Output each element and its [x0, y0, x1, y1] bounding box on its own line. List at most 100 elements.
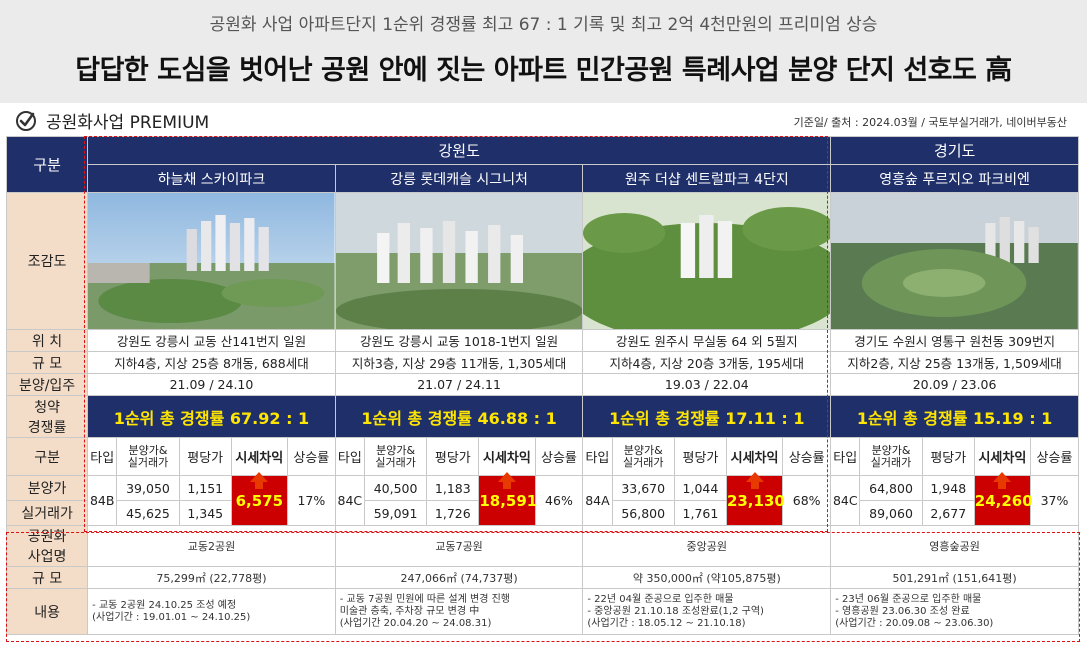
content-3: - 22년 04월 준공으로 입주한 매물 - 중앙공원 21.10.18 조성완…: [582, 588, 832, 635]
subhdr-rate: 상승률: [286, 437, 336, 476]
row-header-photo: 조감도: [5, 192, 89, 330]
content-2: - 교동 7공원 민원에 따른 설계 변경 진행 미술관 층축, 주차장 규모 변…: [334, 588, 584, 635]
type-3: 84A: [582, 475, 613, 526]
scale-3: 지하4층, 지상 20층 3개동, 195세대: [582, 351, 832, 374]
dates-4: 20.09 / 23.06: [830, 373, 1079, 396]
diff-3: 23,130: [725, 472, 785, 526]
sale-price-2: 40,500: [363, 475, 428, 501]
real-per-4: 2,677: [921, 500, 975, 526]
complex-rendering-1: [87, 192, 336, 330]
competition-2: 1순위 총 경쟁률 46.88 : 1: [334, 395, 584, 438]
park-name-1: 교동2공원: [87, 525, 336, 567]
price-subheader-row: 구분 타입 분양가& 실거래가 평당가 시세차익 상승률 타입 분양가& 실거래가 …: [5, 437, 1080, 476]
complex-name-4: 영흥숲 푸르지오 파크비엔: [830, 164, 1079, 193]
subhdr-rate: 상승률: [534, 437, 584, 476]
real-per-3: 1,761: [673, 500, 727, 526]
type-2: 84C: [334, 475, 365, 526]
competition-1: 1순위 총 경쟁률 67.92 : 1: [87, 395, 336, 438]
subhdr-type: 타입: [87, 437, 118, 476]
complex-name-2: 강릉 롯데캐슬 시그니처: [334, 164, 584, 193]
subhdr-type: 타입: [582, 437, 613, 476]
real-price-4: 89,060: [859, 500, 923, 526]
real-price-3: 56,800: [611, 500, 675, 526]
rate-1: 17%: [286, 475, 336, 526]
diff-2: 18,591: [478, 472, 537, 526]
competition-4: 1순위 총 경쟁률 15.19 : 1: [830, 395, 1079, 438]
up-arrow-icon: [250, 472, 269, 482]
real-per-1: 1,345: [178, 500, 232, 526]
park-scale-3: 약 350,000㎡ (약105,875평): [582, 566, 832, 589]
subhdr-price: 분양가& 실거래가: [363, 437, 428, 476]
up-arrow-icon: [497, 472, 516, 482]
rate-4: 37%: [1029, 475, 1080, 526]
location-2: 강원도 강릉시 교동 1018-1번지 일원: [334, 329, 584, 352]
subhdr-rate: 상승률: [1029, 437, 1080, 476]
sale-price-3: 33,670: [611, 475, 675, 501]
up-arrow-icon: [745, 472, 764, 482]
sale-per-2: 1,183: [426, 475, 480, 501]
park-name-4: 영흥숲공원: [830, 525, 1079, 567]
row-header-real-price: 실거래가: [5, 500, 89, 526]
location-4: 경기도 수원시 영통구 원천동 309번지: [830, 329, 1079, 352]
subhdr-per-pyeong: 평당가: [178, 437, 232, 476]
brand-label: 공원화사업 PREMIUM: [14, 108, 209, 133]
comparison-table: 구분 강원도 경기도 하늘채 스카이파크 강릉 롯데캐슬 시그니처 원주 더샵 …: [5, 136, 1080, 635]
park-name-3: 중앙공원: [582, 525, 832, 567]
subhdr-diff: 시세차익: [230, 437, 288, 476]
real-price-2: 59,091: [363, 500, 428, 526]
dates-3: 19.03 / 22.04: [582, 373, 832, 396]
dates-2: 21.07 / 24.11: [334, 373, 584, 396]
up-arrow-icon: [993, 472, 1012, 482]
headline-title: 답답한 도심을 벗어난 공원 안에 짓는 아파트 민간공원 특례사업 분양 단지…: [75, 55, 1012, 86]
sale-price-4: 64,800: [859, 475, 923, 501]
rate-3: 68%: [782, 475, 832, 526]
scale-1: 지하4층, 지상 25층 8개동, 688세대: [87, 351, 336, 374]
row-header-competition: 청약 경쟁률: [5, 395, 89, 438]
subhdr-price: 분양가& 실거래가: [116, 437, 180, 476]
source-note: 기준일/ 출처 : 2024.03월 / 국토부실거래가, 네이버부동산: [793, 116, 1067, 129]
row-header-sale-price: 분양가: [5, 475, 89, 501]
subhdr-diff: 시세차익: [725, 437, 784, 476]
sale-per-1: 1,151: [178, 475, 232, 501]
headline-subtitle: 공원화 사업 아파트단지 1순위 경쟁률 최고 67 : 1 기록 및 최고 2…: [209, 15, 878, 35]
content-4: - 23년 06월 준공으로 입주한 매물 - 영흥공원 23.06.30 조성 …: [830, 588, 1079, 635]
competition-3: 1순위 총 경쟁률 17.11 : 1: [582, 395, 832, 438]
region-gangwon: 강원도: [87, 136, 832, 165]
row-header-location: 위 치: [5, 329, 89, 352]
subhdr-per-pyeong: 평당가: [426, 437, 480, 476]
competition-label-line1: 청약: [34, 399, 60, 416]
park-scale-2: 247,066㎡ (74,737평): [334, 566, 584, 589]
brand-text: 공원화사업 PREMIUM: [46, 113, 210, 133]
sale-per-3: 1,044: [673, 475, 727, 501]
location-3: 강원도 원주시 무실동 64 외 5필지: [582, 329, 832, 352]
row-header-scale: 규 모: [5, 351, 89, 374]
row-header-gubun: 구분: [5, 136, 89, 193]
subhdr-price: 분양가& 실거래가: [611, 437, 675, 476]
real-price-1: 45,625: [116, 500, 180, 526]
rate-2: 46%: [534, 475, 584, 526]
subhdr-diff: 시세차익: [478, 437, 536, 476]
sale-price-1: 39,050: [116, 475, 180, 501]
diff-1: 6,575: [230, 472, 288, 526]
dates-1: 21.09 / 24.10: [87, 373, 336, 396]
subhdr-type: 타입: [334, 437, 365, 476]
type-1: 84B: [87, 475, 118, 526]
scale-4: 지하2층, 지상 25층 13개동, 1,509세대: [830, 351, 1079, 374]
type-4: 84C: [830, 475, 861, 526]
complex-rendering-2: [334, 192, 584, 330]
subhdr-diff: 시세차익: [973, 437, 1031, 476]
complex-rendering-3: [582, 192, 832, 330]
subhdr-rate: 상승률: [782, 437, 832, 476]
park-name-2: 교동7공원: [334, 525, 584, 567]
location-1: 강원도 강릉시 교동 산141번지 일원: [87, 329, 336, 352]
real-per-2: 1,726: [426, 500, 480, 526]
diff-4: 24,260: [973, 472, 1033, 526]
sale-per-4: 1,948: [921, 475, 975, 501]
competition-label-line2: 경쟁률: [27, 419, 67, 436]
complex-name-3: 원주 더샵 센트럴파크 4단지: [582, 164, 832, 193]
subhdr-price: 분양가& 실거래가: [859, 437, 923, 476]
complex-rendering-4: [830, 192, 1079, 330]
row-header-content: 내용: [5, 588, 89, 635]
header-banner: 공원화 사업 아파트단지 1순위 경쟁률 최고 67 : 1 기록 및 최고 2…: [0, 0, 1087, 103]
scale-2: 지하3층, 지상 29층 11개동, 1,305세대: [334, 351, 584, 374]
